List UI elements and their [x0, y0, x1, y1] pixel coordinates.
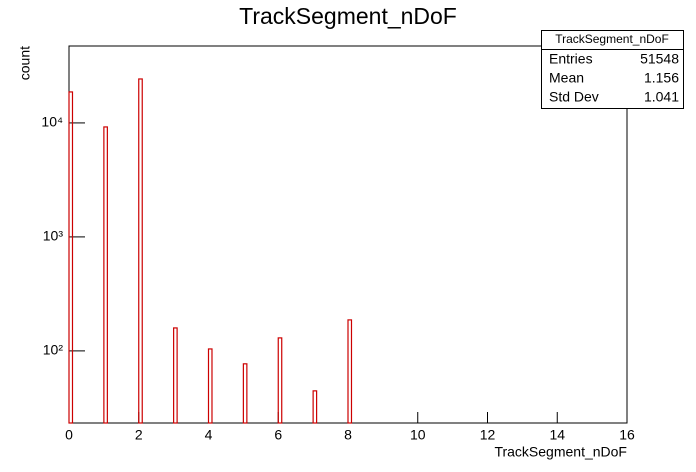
stats-value: 1.041 [644, 89, 679, 105]
bar [347, 319, 353, 424]
x-tick-label: 0 [65, 427, 73, 443]
x-tick-label: 10 [410, 427, 426, 443]
stats-title: TrackSegment_nDoF [555, 32, 669, 46]
y-tick-label: 10⁴ [41, 114, 63, 130]
y-tick-label: 10³ [43, 228, 64, 244]
x-axis-title: TrackSegment_nDoF [494, 444, 627, 460]
stats-label: Entries [549, 51, 593, 67]
y-axis-title: count [17, 46, 33, 80]
x-tick-label: 6 [274, 427, 282, 443]
bar [138, 78, 143, 424]
x-tick-label: 2 [135, 427, 143, 443]
stats-box: TrackSegment_nDoF Entries 51548 Mean 1.1… [541, 30, 684, 109]
bar [173, 327, 178, 424]
y-tick-label: 10² [43, 342, 64, 358]
x-tick-label: 12 [480, 427, 496, 443]
stats-value: 1.156 [644, 70, 679, 86]
stats-label: Mean [549, 70, 584, 86]
bar [312, 390, 318, 424]
x-tick-label: 16 [619, 427, 635, 443]
bar [207, 348, 213, 424]
bar [242, 363, 248, 424]
x-tick-label: 8 [344, 427, 352, 443]
stats-frame [541, 30, 684, 109]
stats-value: 51548 [640, 51, 679, 67]
chart-title: TrackSegment_nDoF [239, 3, 457, 29]
bar [277, 337, 283, 424]
x-tick-label: 4 [205, 427, 213, 443]
x-tick-label: 14 [549, 427, 565, 443]
stats-label: Std Dev [549, 89, 599, 105]
bar [103, 126, 108, 424]
bar [68, 91, 74, 424]
